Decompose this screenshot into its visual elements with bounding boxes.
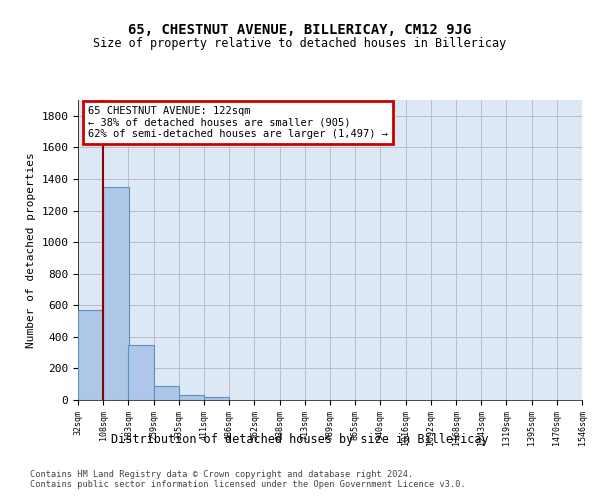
Text: Distribution of detached houses by size in Billericay: Distribution of detached houses by size … (111, 432, 489, 446)
Text: 65, CHESTNUT AVENUE, BILLERICAY, CM12 9JG: 65, CHESTNUT AVENUE, BILLERICAY, CM12 9J… (128, 22, 472, 36)
Text: Contains public sector information licensed under the Open Government Licence v3: Contains public sector information licen… (30, 480, 466, 489)
Bar (179, 396, 204, 400)
Bar (154, 386, 179, 400)
Bar (128, 344, 154, 400)
Bar (78, 310, 103, 400)
Text: Size of property relative to detached houses in Billericay: Size of property relative to detached ho… (94, 38, 506, 51)
Text: 65 CHESTNUT AVENUE: 122sqm
← 38% of detached houses are smaller (905)
62% of sem: 65 CHESTNUT AVENUE: 122sqm ← 38% of deta… (88, 106, 388, 139)
Text: Contains HM Land Registry data © Crown copyright and database right 2024.: Contains HM Land Registry data © Crown c… (30, 470, 413, 479)
Y-axis label: Number of detached properties: Number of detached properties (26, 152, 36, 348)
Bar (103, 187, 128, 400)
Bar (204, 397, 229, 400)
